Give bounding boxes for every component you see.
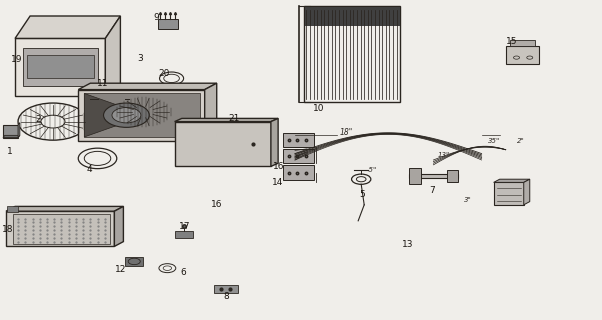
Polygon shape bbox=[494, 179, 530, 182]
Text: 20: 20 bbox=[158, 69, 169, 78]
Polygon shape bbox=[78, 83, 217, 90]
Polygon shape bbox=[3, 125, 18, 138]
Text: 7: 7 bbox=[429, 186, 435, 195]
Polygon shape bbox=[6, 206, 123, 211]
Polygon shape bbox=[78, 90, 205, 141]
Polygon shape bbox=[18, 123, 20, 138]
Polygon shape bbox=[283, 133, 314, 147]
Polygon shape bbox=[13, 214, 110, 244]
Text: 12: 12 bbox=[115, 265, 126, 274]
Polygon shape bbox=[125, 257, 143, 266]
Text: 1: 1 bbox=[7, 147, 13, 156]
Polygon shape bbox=[283, 165, 314, 180]
Text: 13: 13 bbox=[402, 240, 414, 249]
Text: 11: 11 bbox=[96, 79, 108, 88]
Polygon shape bbox=[23, 48, 98, 86]
Polygon shape bbox=[409, 168, 421, 184]
Text: 35": 35" bbox=[488, 138, 500, 144]
Polygon shape bbox=[175, 118, 278, 122]
Text: 5: 5 bbox=[359, 190, 365, 199]
Polygon shape bbox=[447, 170, 458, 182]
Text: 16: 16 bbox=[211, 200, 223, 209]
Text: 18: 18 bbox=[1, 225, 13, 234]
Polygon shape bbox=[84, 93, 200, 137]
Polygon shape bbox=[84, 93, 132, 137]
Polygon shape bbox=[205, 83, 217, 141]
Polygon shape bbox=[15, 16, 120, 38]
Polygon shape bbox=[15, 38, 105, 96]
Text: 2": 2" bbox=[517, 138, 524, 144]
Text: 13": 13" bbox=[438, 152, 450, 158]
Text: 21: 21 bbox=[228, 114, 239, 123]
Polygon shape bbox=[305, 7, 400, 26]
Polygon shape bbox=[510, 40, 535, 46]
Polygon shape bbox=[105, 16, 120, 96]
Polygon shape bbox=[7, 206, 18, 212]
Polygon shape bbox=[409, 174, 458, 178]
Text: 10: 10 bbox=[313, 104, 325, 113]
Polygon shape bbox=[175, 122, 271, 166]
Text: 3": 3" bbox=[465, 197, 472, 203]
Text: 3: 3 bbox=[137, 54, 143, 63]
Polygon shape bbox=[158, 19, 178, 29]
Text: 8: 8 bbox=[223, 292, 229, 301]
Text: 14: 14 bbox=[273, 178, 284, 187]
Text: 19: 19 bbox=[11, 55, 23, 64]
Polygon shape bbox=[175, 231, 193, 238]
Polygon shape bbox=[271, 118, 278, 166]
Circle shape bbox=[104, 103, 149, 127]
Polygon shape bbox=[27, 55, 94, 78]
Text: 2: 2 bbox=[36, 115, 42, 124]
Text: 17: 17 bbox=[179, 222, 191, 231]
Polygon shape bbox=[6, 211, 114, 246]
Text: 15: 15 bbox=[506, 37, 518, 46]
Polygon shape bbox=[494, 182, 524, 205]
Text: 6: 6 bbox=[180, 268, 186, 277]
Text: 4: 4 bbox=[86, 165, 92, 174]
Polygon shape bbox=[524, 179, 530, 205]
Circle shape bbox=[112, 108, 141, 123]
Polygon shape bbox=[283, 149, 314, 163]
Text: -5": -5" bbox=[367, 167, 377, 173]
Text: 9: 9 bbox=[153, 13, 159, 22]
Text: 18": 18" bbox=[340, 128, 353, 137]
Polygon shape bbox=[214, 285, 238, 293]
Polygon shape bbox=[114, 206, 123, 246]
Text: 16: 16 bbox=[273, 162, 285, 171]
Polygon shape bbox=[506, 46, 539, 64]
Polygon shape bbox=[3, 135, 20, 138]
